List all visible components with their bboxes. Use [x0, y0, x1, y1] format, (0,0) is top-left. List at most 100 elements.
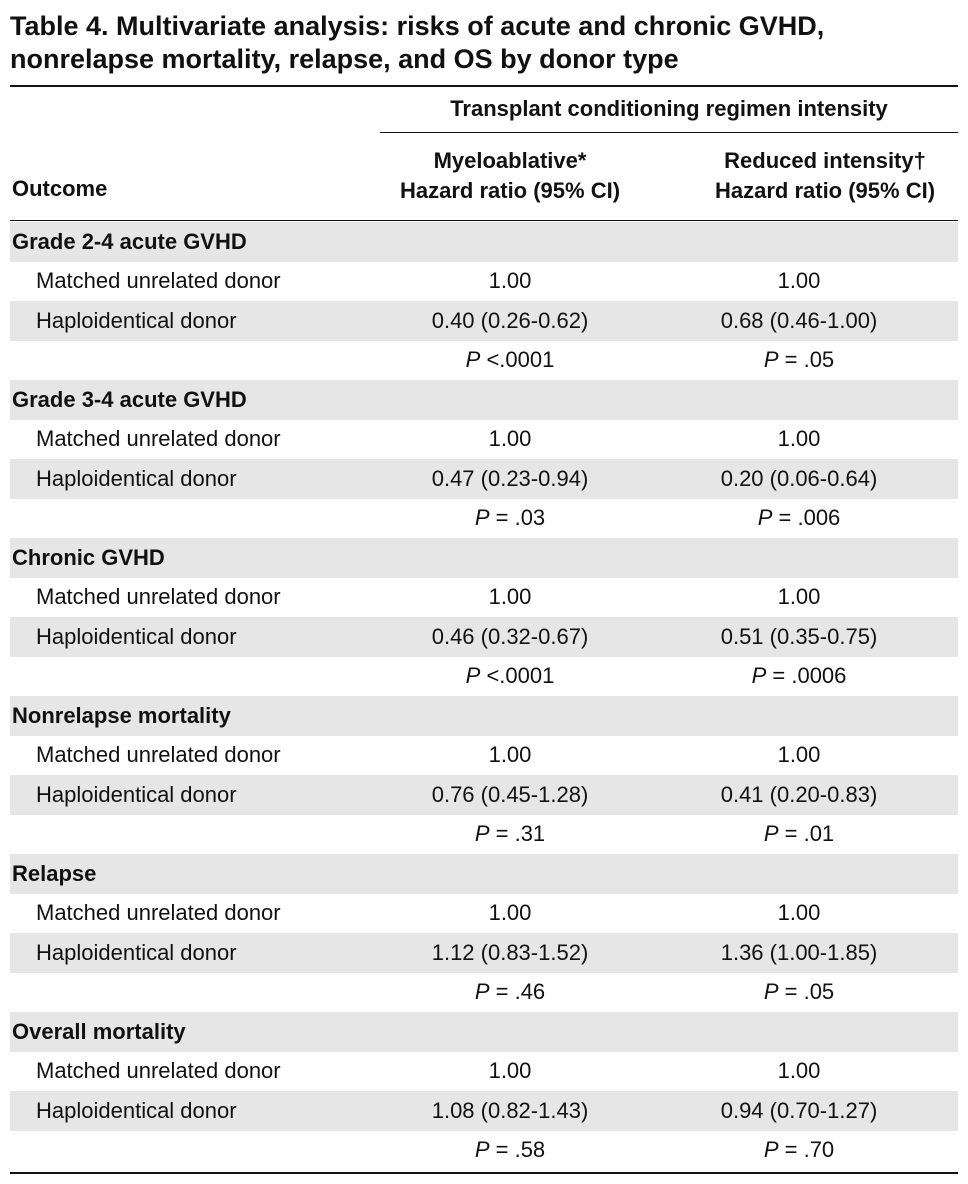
reduced-intensity-p-value: P = .70	[640, 1137, 958, 1163]
row-label: Matched unrelated donor	[36, 742, 281, 768]
p-value-text: = .01	[784, 821, 835, 847]
p-value-text: = .006	[778, 505, 841, 531]
p-symbol: P	[474, 979, 490, 1005]
row-label: Matched unrelated donor	[36, 584, 281, 610]
section-row: Nonrelapse mortality	[10, 696, 958, 736]
table-title: Table 4. Multivariate analysis: risks of…	[10, 11, 825, 74]
reduced-intensity-value: 0.20 (0.06-0.64)	[720, 465, 878, 491]
reduced-intensity-p-value: P = .0006	[640, 663, 958, 689]
section-row: Grade 3-4 acute GVHD	[10, 380, 958, 420]
p-value-text: = .05	[784, 347, 835, 373]
myeloablative-value: 0.46 (0.32-0.67)	[431, 623, 589, 649]
p-value-row: P <.0001 P = .05	[10, 341, 958, 381]
top-rule	[10, 85, 958, 87]
p-symbol: P	[465, 663, 481, 689]
row-label: Haploidentical donor	[36, 307, 237, 333]
column-header-reduced-intensity: Reduced intensity† Hazard ratio (95% CI)	[690, 146, 960, 206]
p-value-text: = .03	[495, 505, 546, 531]
reduced-intensity-value: 1.36 (1.00-1.85)	[720, 939, 878, 965]
myeloablative-p-value: P = .31	[380, 821, 640, 847]
spanning-rule	[380, 132, 958, 133]
reduced-intensity-value: 1.00	[777, 742, 821, 768]
table-row: Matched unrelated donor 1.00 1.00	[10, 894, 958, 934]
table-row: Haploidentical donor 1.12 (0.83-1.52) 1.36…	[10, 933, 958, 973]
section-label: Chronic GVHD	[12, 544, 165, 570]
p-value-text: = .46	[495, 979, 546, 1005]
p-value-text: = .70	[784, 1137, 835, 1163]
row-label: Haploidentical donor	[36, 939, 237, 965]
section-row: Overall mortality	[10, 1012, 958, 1052]
myeloablative-value: 0.76 (0.45-1.28)	[431, 781, 589, 807]
myeloablative-value: 1.00	[488, 900, 532, 926]
reduced-intensity-value: 1.00	[777, 1058, 821, 1084]
myeloablative-value: 1.12 (0.83-1.52)	[431, 939, 589, 965]
p-value-text: = .58	[495, 1137, 546, 1163]
reduced-intensity-p-value: P = .01	[640, 821, 958, 847]
section-row: Grade 2-4 acute GVHD	[10, 222, 958, 262]
reduced-intensity-value: 0.68 (0.46-1.00)	[720, 307, 878, 333]
myeloablative-p-value: P <.0001	[380, 347, 640, 373]
column-header-myeloablative: Myeloablative* Hazard ratio (95% CI)	[380, 146, 640, 206]
table-row: Haploidentical donor 0.47 (0.23-0.94) 0.20…	[10, 459, 958, 499]
reduced-intensity-p-value: P = .05	[640, 347, 958, 373]
table-row: Haploidentical donor 0.46 (0.32-0.67) 0.51…	[10, 617, 958, 657]
p-symbol: P	[757, 505, 773, 531]
myeloablative-value: 1.00	[488, 584, 532, 610]
myeloablative-value: 1.00	[488, 426, 532, 452]
p-symbol: P	[474, 1137, 490, 1163]
myeloablative-value: 0.47 (0.23-0.94)	[431, 465, 589, 491]
myeloablative-p-value: P <.0001	[380, 663, 640, 689]
row-label: Haploidentical donor	[36, 1097, 237, 1123]
myeloablative-p-value: P = .58	[380, 1137, 640, 1163]
myeloablative-p-value: P = .46	[380, 979, 640, 1005]
table-row: Haploidentical donor 0.76 (0.45-1.28) 0.41…	[10, 775, 958, 815]
p-value-text: <.0001	[486, 663, 555, 689]
p-value-text: = .0006	[772, 663, 847, 689]
table-row: Matched unrelated donor 1.00 1.00	[10, 736, 958, 776]
section-label: Grade 3-4 acute GVHD	[12, 386, 247, 412]
row-label: Matched unrelated donor	[36, 1058, 281, 1084]
reduced-intensity-value: 0.41 (0.20-0.83)	[720, 781, 878, 807]
myeloablative-p-value: P = .03	[380, 505, 640, 531]
column-header-outcome: Outcome	[12, 176, 108, 201]
p-value-row: P = .46 P = .05	[10, 973, 958, 1013]
column-header-myeloablative-line2: Hazard ratio (95% CI)	[399, 178, 621, 203]
p-value-row: P <.0001 P = .0006	[10, 657, 958, 697]
section-row: Relapse	[10, 854, 958, 894]
row-label: Matched unrelated donor	[36, 900, 281, 926]
reduced-intensity-value: 0.51 (0.35-0.75)	[720, 623, 878, 649]
row-label: Haploidentical donor	[36, 465, 237, 491]
p-symbol: P	[465, 347, 481, 373]
p-symbol: P	[763, 347, 779, 373]
bottom-rule	[10, 1172, 958, 1174]
section-label: Relapse	[12, 860, 97, 886]
p-symbol: P	[474, 505, 490, 531]
reduced-intensity-value: 1.00	[777, 426, 821, 452]
p-value-text: = .31	[495, 821, 546, 847]
section-label: Nonrelapse mortality	[12, 702, 231, 728]
reduced-intensity-p-value: P = .006	[640, 505, 958, 531]
table-row: Haploidentical donor 0.40 (0.26-0.62) 0.68…	[10, 301, 958, 341]
reduced-intensity-value: 1.00	[777, 900, 821, 926]
table-row: Matched unrelated donor 1.00 1.00	[10, 262, 958, 302]
section-label: Overall mortality	[12, 1018, 186, 1044]
myeloablative-value: 1.08 (0.82-1.43)	[431, 1097, 589, 1123]
myeloablative-value: 1.00	[488, 742, 532, 768]
section-row: Chronic GVHD	[10, 538, 958, 578]
section-label: Grade 2-4 acute GVHD	[12, 228, 247, 254]
table-row: Matched unrelated donor 1.00 1.00	[10, 1052, 958, 1092]
p-symbol: P	[474, 821, 490, 847]
p-value-row: P = .58 P = .70	[10, 1131, 958, 1171]
column-header-reduced-line2: Hazard ratio (95% CI)	[714, 178, 936, 203]
table-row: Matched unrelated donor 1.00 1.00	[10, 420, 958, 460]
p-value-row: P = .03 P = .006	[10, 499, 958, 539]
p-symbol: P	[763, 1137, 779, 1163]
spanning-header: Transplant conditioning regimen intensit…	[450, 96, 888, 121]
myeloablative-value: 1.00	[488, 1058, 532, 1084]
column-header-myeloablative-line1: Myeloablative*	[433, 148, 587, 173]
table-row: Haploidentical donor 1.08 (0.82-1.43) 0.94…	[10, 1091, 958, 1131]
p-value-text: <.0001	[486, 347, 555, 373]
p-symbol: P	[751, 663, 767, 689]
reduced-intensity-value: 1.00	[777, 584, 821, 610]
myeloablative-value: 0.40 (0.26-0.62)	[431, 307, 589, 333]
